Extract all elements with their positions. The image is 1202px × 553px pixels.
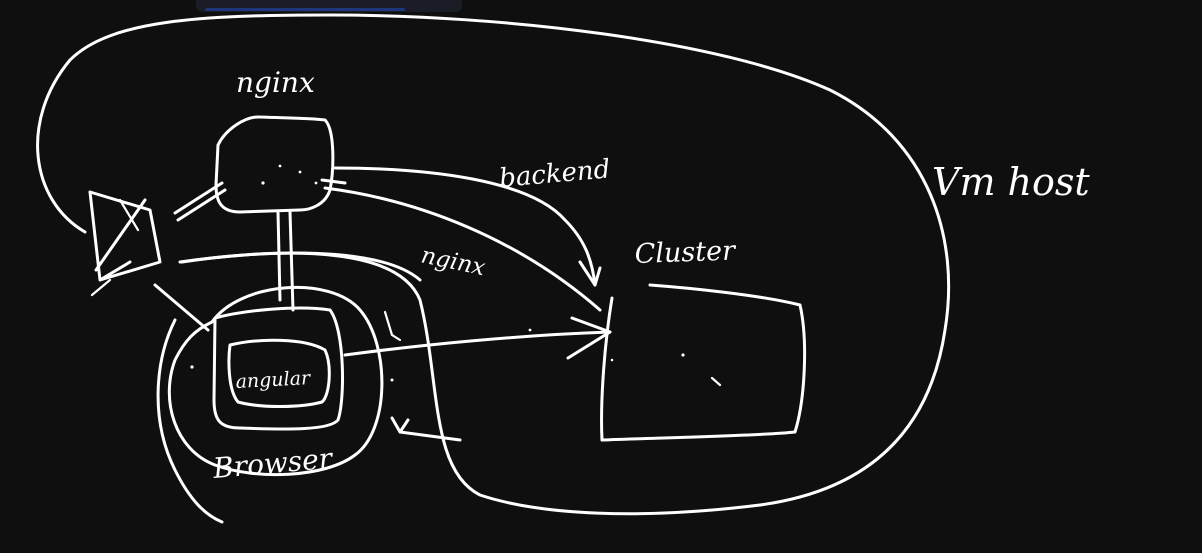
angular-label: angular [235,367,312,393]
nginx-box [214,115,335,214]
nginx-top-label: nginx [236,66,315,99]
client-device [88,190,162,282]
cluster-box [600,283,807,442]
angular-frame-inner [227,338,331,408]
vm-host-label: Vm host [932,160,1090,204]
toolbar-accent [205,8,405,11]
cluster-label: Cluster [634,235,737,270]
backend-arrow [333,166,597,287]
browser-circle [167,285,384,477]
angular-frame-outer [212,306,344,431]
nginx-cluster-arrow [323,186,602,312]
device-link-line [180,251,422,282]
backend-label: backend [498,154,611,194]
vm-host-boundary [36,13,951,516]
angular-cluster-arrow [343,330,612,357]
nginx-mid-label: nginx [419,242,488,281]
browser-label: Browser [211,442,335,485]
